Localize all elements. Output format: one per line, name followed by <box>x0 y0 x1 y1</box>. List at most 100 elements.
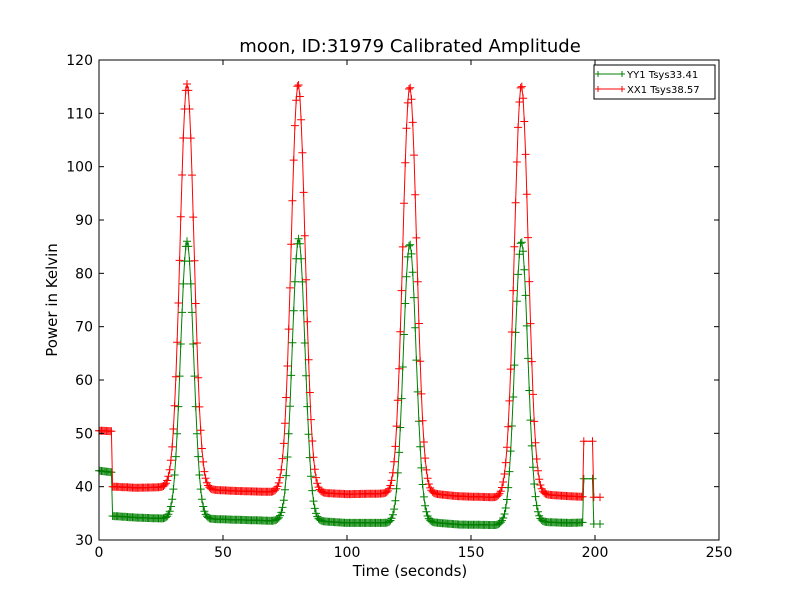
data-point-xx1 <box>193 339 201 347</box>
y-tick-label: 110 <box>66 106 93 122</box>
data-point-yy1 <box>532 501 541 510</box>
data-point-xx1 <box>310 465 319 474</box>
data-point-xx1 <box>166 456 175 465</box>
data-point-xx1 <box>190 256 199 265</box>
data-point-yy1 <box>186 279 195 288</box>
data-point-xx1 <box>402 124 411 133</box>
data-point-xx1 <box>200 467 209 476</box>
legend-marker-xx1 <box>619 86 625 92</box>
data-point-yy1 <box>525 386 534 395</box>
data-point-yy1 <box>190 372 199 381</box>
data-point-yy1 <box>501 504 510 512</box>
data-point-xx1 <box>194 373 203 382</box>
data-point-xx1 <box>500 470 509 478</box>
data-point-xx1 <box>309 453 318 462</box>
data-point-xx1 <box>304 355 313 364</box>
data-point-xx1 <box>313 479 322 488</box>
data-point-xx1 <box>174 299 183 307</box>
data-point-yy1 <box>294 234 303 243</box>
data-point-yy1 <box>312 509 320 518</box>
data-point-xx1 <box>530 417 539 426</box>
data-point-xx1 <box>186 134 195 143</box>
data-point-yy1 <box>174 402 183 411</box>
legend-box <box>593 64 716 100</box>
data-point-yy1 <box>406 240 415 249</box>
data-point-xx1 <box>522 190 531 199</box>
data-point-xx1 <box>509 286 518 295</box>
y-tick-label: 40 <box>75 480 93 496</box>
data-point-yy1 <box>107 468 116 477</box>
data-point-xx1 <box>168 442 177 451</box>
data-point-xx1 <box>195 402 204 411</box>
data-point-xx1 <box>529 390 537 399</box>
data-point-xx1 <box>294 81 303 89</box>
data-point-xx1 <box>282 393 291 402</box>
data-point-yy1 <box>282 471 291 480</box>
data-point-xx1 <box>496 487 505 496</box>
data-point-yy1 <box>405 241 413 250</box>
data-point-xx1 <box>536 481 545 489</box>
data-point-yy1 <box>184 242 193 251</box>
data-point-xx1 <box>305 388 314 397</box>
data-point-yy1 <box>274 513 283 522</box>
data-point-xx1 <box>302 275 311 284</box>
data-point-xx1 <box>532 455 541 463</box>
data-point-yy1 <box>512 297 521 306</box>
data-point-xx1 <box>188 171 196 180</box>
data-point-xx1 <box>163 476 172 485</box>
data-point-yy1 <box>171 452 180 461</box>
data-point-yy1 <box>402 272 411 281</box>
data-point-yy1 <box>195 471 204 479</box>
data-point-yy1 <box>388 510 397 519</box>
data-point-xx1 <box>407 95 416 104</box>
data-point-xx1 <box>179 134 188 142</box>
data-point-xx1 <box>178 171 187 179</box>
data-point-xx1 <box>412 233 421 242</box>
data-point-xx1 <box>303 317 312 326</box>
data-point-yy1 <box>505 467 514 476</box>
data-point-yy1 <box>521 291 530 300</box>
data-point-yy1 <box>290 277 299 286</box>
data-point-xx1 <box>413 277 422 286</box>
data-point-xx1 <box>408 118 417 127</box>
data-point-xx1 <box>176 212 185 221</box>
x-tick-label: 250 <box>706 545 733 561</box>
data-point-xx1 <box>274 478 283 487</box>
y-tick-label: 30 <box>75 533 93 549</box>
data-point-xx1 <box>397 286 406 295</box>
data-point-yy1 <box>410 293 418 302</box>
data-point-yy1 <box>170 471 179 479</box>
legend-label-xx1: XX1 Tsys38.57 <box>627 85 700 96</box>
data-point-yy1 <box>176 340 185 348</box>
data-point-yy1 <box>199 502 208 511</box>
data-point-yy1 <box>281 485 289 494</box>
data-point-xx1 <box>292 96 301 105</box>
data-point-yy1 <box>196 485 205 494</box>
y-tick-label: 70 <box>75 320 93 336</box>
data-point-xx1 <box>173 338 182 347</box>
data-point-xx1 <box>300 231 309 240</box>
y-tick-label: 100 <box>66 160 93 176</box>
data-point-xx1 <box>386 481 395 490</box>
data-point-xx1 <box>107 427 116 436</box>
data-point-xx1 <box>288 196 297 205</box>
data-point-yy1 <box>197 495 206 504</box>
data-point-xx1 <box>164 472 173 481</box>
data-point-xx1 <box>527 357 536 366</box>
data-point-xx1 <box>273 482 282 491</box>
data-point-xx1 <box>201 474 210 483</box>
data-point-xx1 <box>307 415 315 424</box>
data-point-xx1 <box>388 468 397 477</box>
series-line-yy1 <box>98 238 600 526</box>
data-point-yy1 <box>398 363 407 371</box>
data-point-yy1 <box>392 484 401 493</box>
data-point-xx1 <box>278 454 287 463</box>
data-point-yy1 <box>529 463 537 472</box>
data-point-xx1 <box>507 328 516 336</box>
data-point-yy1 <box>287 371 296 380</box>
data-point-xx1 <box>396 327 405 336</box>
data-point-xx1 <box>405 85 413 93</box>
data-point-xx1 <box>286 283 294 292</box>
data-point-xx1 <box>521 150 530 159</box>
data-point-xx1 <box>424 480 433 488</box>
